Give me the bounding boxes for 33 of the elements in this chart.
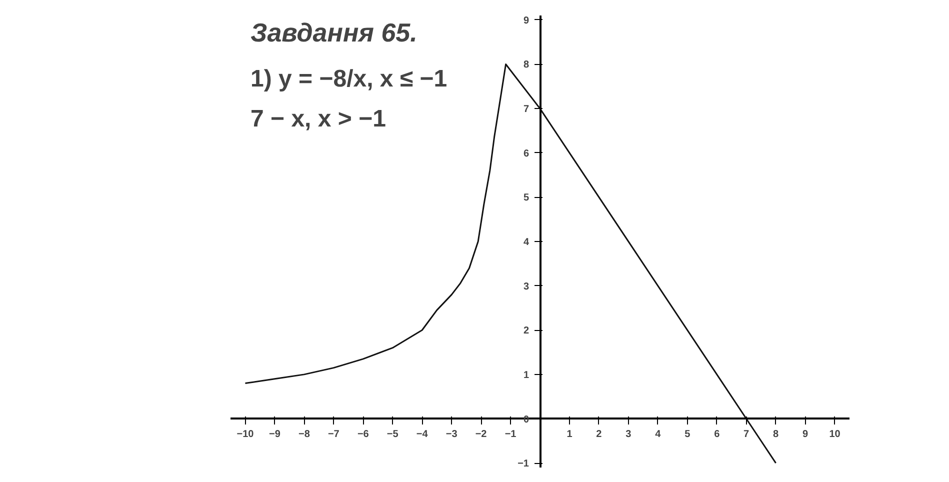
y-tick-label: 6 bbox=[523, 148, 530, 160]
x-tick-label: −5 bbox=[386, 428, 399, 440]
x-tick-label: 2 bbox=[596, 428, 602, 440]
y-tick-label: 7 bbox=[523, 104, 530, 116]
x-tick-label: −2 bbox=[475, 428, 488, 440]
x-tick-label: −9 bbox=[269, 428, 281, 440]
x-tick-label: 7 bbox=[744, 428, 750, 440]
x-tick-label: 5 bbox=[684, 428, 691, 440]
x-tick-label: −4 bbox=[416, 428, 428, 440]
x-tick-label: 6 bbox=[714, 428, 720, 440]
x-tick-label: −6 bbox=[357, 428, 370, 440]
x-tick-label: −10 bbox=[236, 428, 254, 440]
x-tick-label: −8 bbox=[298, 428, 310, 440]
y-tick-label: 4 bbox=[523, 237, 530, 248]
chart-title: Завдання 65. bbox=[250, 18, 418, 48]
y-tick-label: 9 bbox=[523, 15, 530, 26]
y-tick-label: 3 bbox=[523, 281, 530, 292]
y-tick-label: 2 bbox=[523, 326, 530, 337]
y-tick-label: 1 bbox=[523, 370, 530, 381]
y-tick-label: 5 bbox=[523, 192, 530, 204]
x-tick-label: −1 bbox=[504, 428, 517, 440]
annotation: 7 − x, x > −1 bbox=[250, 106, 386, 132]
x-tick-label: 4 bbox=[655, 428, 662, 440]
y-tick-label: 8 bbox=[523, 60, 530, 71]
x-tick-label: −3 bbox=[446, 428, 458, 440]
x-tick-label: 3 bbox=[626, 428, 632, 440]
x-tick-label: −7 bbox=[328, 428, 340, 440]
x-tick-label: 9 bbox=[802, 428, 809, 440]
x-tick-label: 10 bbox=[829, 428, 841, 440]
x-tick-label: 1 bbox=[566, 428, 573, 440]
x-tick-label: 8 bbox=[773, 428, 780, 440]
y-tick-label: −1 bbox=[518, 458, 530, 470]
annotation: 1) y = −8/x, x ≤ −1 bbox=[250, 66, 448, 92]
